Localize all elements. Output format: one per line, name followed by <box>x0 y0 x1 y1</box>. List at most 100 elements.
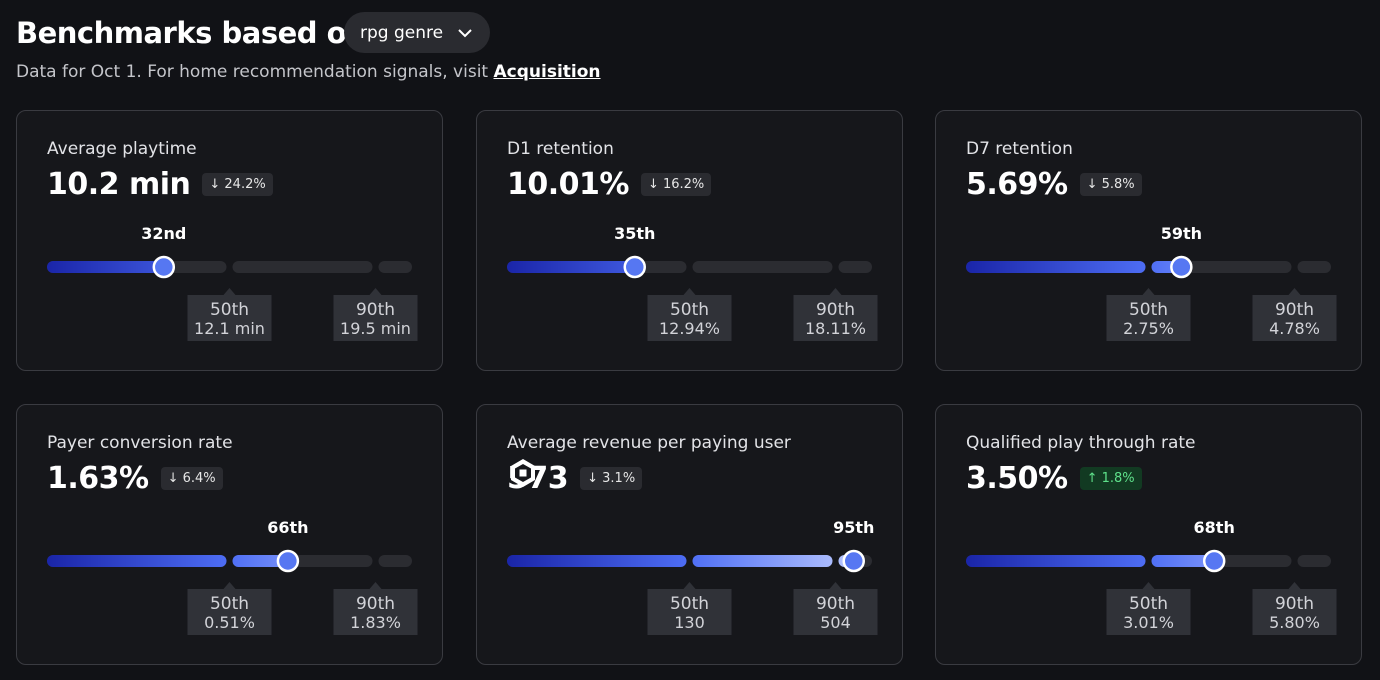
page-title: Benchmarks based on <box>16 16 367 50</box>
metric-card: D7 retention 5.69% ↓ 5.8% 59th 50th 2.75% 90th… <box>935 110 1362 371</box>
change-badge: ↓ 3.1% <box>580 466 643 490</box>
track-fill <box>47 261 164 273</box>
track-fill <box>507 555 687 567</box>
subtitle: Data for Oct 1. For home recommendation … <box>16 60 601 84</box>
metric-card: D1 retention 10.01% ↓ 16.2% 35th 50th 12.94% 9… <box>476 110 903 371</box>
track-segment <box>692 261 833 273</box>
benchmark-label: 90th <box>816 300 855 320</box>
benchmark-label: 50th <box>670 594 709 614</box>
benchmark-label: 90th <box>356 300 395 320</box>
benchmark-box <box>793 582 878 635</box>
benchmark-metric: 5.80% <box>1269 613 1320 632</box>
acquisition-link[interactable]: Acquisition <box>493 62 601 82</box>
change-badge: ↑ 1.8% <box>1079 466 1142 490</box>
metric-value: 3.50% <box>966 460 1068 496</box>
metric-card: Payer conversion rate 1.63% ↓ 6.4% 66th 50th… <box>16 404 443 665</box>
benchmark-metric: 19.5 min <box>340 319 411 338</box>
percentile-label: 32nd <box>141 224 186 243</box>
benchmark-label: 90th <box>356 594 395 614</box>
change-value: 5.8% <box>1101 176 1135 192</box>
value-row: 10.01% ↓ 16.2% <box>507 163 712 205</box>
percentile-marker <box>152 255 176 279</box>
benchmark-label: 90th <box>1275 300 1314 320</box>
track-segment <box>378 555 412 567</box>
track-fill <box>692 555 833 567</box>
benchmark-label: 50th <box>670 300 709 320</box>
track-fill <box>966 555 1146 567</box>
currency-icon <box>511 459 535 487</box>
track-fill <box>507 261 635 273</box>
percentile-marker <box>1170 255 1193 279</box>
change-value: 1.8% <box>1101 470 1135 486</box>
track-segment <box>1297 261 1331 273</box>
chevron-icon <box>458 28 472 37</box>
card-title: Payer conversion rate <box>47 433 233 453</box>
benchmark-metric: 504 <box>820 613 851 632</box>
value-row: 573 ↓ 3.1% <box>507 457 643 499</box>
benchmark-box <box>187 582 272 635</box>
track-segment <box>232 261 373 273</box>
card-title: Average playtime <box>47 139 197 159</box>
icon-core <box>519 469 527 477</box>
benchmark-box <box>1252 288 1337 341</box>
percentile-label: 59th <box>1161 224 1202 243</box>
value-row: 5.69% ↓ 5.8% <box>966 163 1142 205</box>
change-value: 16.2% <box>662 176 705 192</box>
benchmark-metric: 12.94% <box>659 319 720 338</box>
subtitle-text: Data for Oct 1. For home recommendation … <box>16 62 489 82</box>
percentile-label: 68th <box>1194 518 1235 537</box>
benchmark-box <box>647 582 732 635</box>
benchmark-label: 50th <box>1129 300 1168 320</box>
card-title: Qualified play through rate <box>966 433 1196 453</box>
metric-value: 10.2 min <box>47 166 191 202</box>
value-row: 1.63% ↓ 6.4% <box>47 457 223 499</box>
benchmark-box <box>647 288 732 341</box>
percentile-marker <box>623 255 646 279</box>
benchmark-box <box>793 288 878 341</box>
change-badge: ↓ 6.4% <box>160 466 223 490</box>
track-segment <box>378 261 412 273</box>
benchmark-label: 50th <box>1129 594 1168 614</box>
track-segment <box>1297 555 1331 567</box>
track-fill <box>966 261 1146 273</box>
track-segment <box>838 261 872 273</box>
benchmark-metric: 18.11% <box>805 319 866 338</box>
track-fill <box>47 555 227 567</box>
track-fill <box>232 555 288 567</box>
benchmark-label: 50th <box>210 594 249 614</box>
metric-value: 10.01% <box>507 166 629 202</box>
change-badge: ↓ 24.2% <box>202 172 273 196</box>
benchmark-metric: 0.51% <box>204 613 255 632</box>
benchmark-box <box>333 288 418 341</box>
percentile-marker <box>842 549 865 573</box>
benchmark-label: 90th <box>816 594 855 614</box>
track-fill <box>1151 555 1215 567</box>
percentile-marker <box>1202 549 1226 573</box>
metric-card: Qualified play through rate 3.50% ↑ 1.8% 68… <box>935 404 1362 665</box>
change-value: 6.4% <box>182 470 216 486</box>
card-title: D7 retention <box>966 139 1073 159</box>
change-value: 24.2% <box>224 176 266 192</box>
benchmark-metric: 130 <box>674 613 705 632</box>
benchmark-metric: 3.01% <box>1123 613 1174 632</box>
genre-dropdown[interactable]: rpg genre <box>344 12 490 53</box>
percentile-label: 66th <box>267 518 308 537</box>
percentile-label: 35th <box>614 224 655 243</box>
benchmark-box <box>333 582 418 635</box>
dropdown-label: rpg genre <box>360 22 444 43</box>
benchmark-box <box>1106 288 1191 341</box>
percentile-label: 95th <box>833 518 874 537</box>
change-value: 3.1% <box>602 470 636 486</box>
percentile-marker <box>276 549 300 573</box>
metric-value: 5.69% <box>966 166 1068 202</box>
benchmark-label: 50th <box>210 300 249 320</box>
value-row: 10.2 min ↓ 24.2% <box>47 163 273 205</box>
benchmark-box <box>187 288 272 341</box>
